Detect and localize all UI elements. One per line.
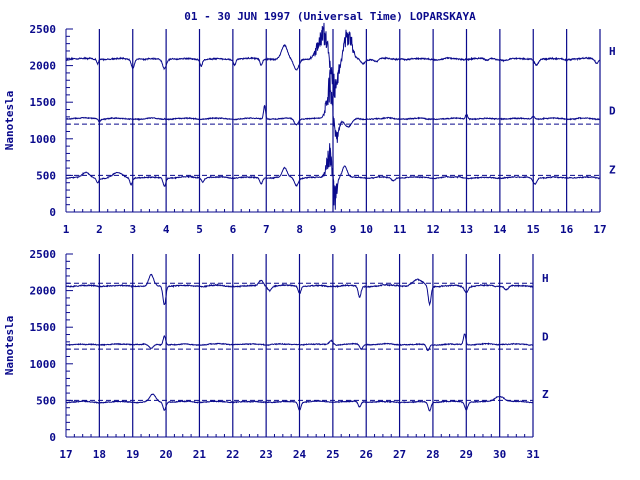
x-tick-label: 7 [263, 223, 270, 236]
y-tick-label: 1500 [30, 321, 57, 334]
x-tick-label: 21 [193, 448, 207, 461]
series-d-line [65, 333, 534, 352]
x-tick-label: 8 [296, 223, 303, 236]
x-tick-label: 24 [293, 448, 307, 461]
y-tick-label: 0 [49, 206, 56, 219]
x-tick-label: 25 [326, 448, 339, 461]
series-h-label: H [542, 272, 549, 285]
y-axis-label: Nanotesla [3, 316, 16, 376]
series-z-line [65, 143, 601, 210]
x-tick-label: 10 [360, 223, 373, 236]
series-d-label: D [609, 105, 616, 118]
x-tick-label: 19 [126, 448, 139, 461]
x-tick-label: 31 [526, 448, 540, 461]
y-axis-label: Nanotesla [3, 91, 16, 151]
x-tick-label: 18 [93, 448, 106, 461]
y-tick-label: 0 [49, 431, 56, 444]
x-tick-label: 9 [330, 223, 337, 236]
x-tick-label: 27 [393, 448, 406, 461]
x-tick-label: 4 [163, 223, 170, 236]
series-z-label: Z [609, 164, 616, 177]
series-h-label: H [609, 45, 616, 58]
x-tick-label: 14 [493, 223, 507, 236]
x-tick-label: 28 [426, 448, 439, 461]
x-tick-label: 3 [129, 223, 136, 236]
y-tick-label: 2500 [30, 23, 57, 36]
y-tick-label: 1000 [30, 133, 57, 146]
y-tick-label: 2500 [30, 248, 57, 261]
panel-2: 0 500 1000 1500 2000 2500 17 18 19 20 21 22 23 24 25 26… [3, 248, 549, 461]
x-tick-label: 5 [196, 223, 203, 236]
x-tick-label: 2 [96, 223, 103, 236]
x-tick-label: 17 [59, 448, 72, 461]
series-z-line [65, 393, 534, 412]
x-tick-label: 22 [226, 448, 239, 461]
x-tick-label: 26 [360, 448, 374, 461]
x-tick-label: 16 [560, 223, 574, 236]
y-tick-label: 1000 [30, 358, 57, 371]
y-tick-label: 2000 [30, 285, 57, 298]
chart-title: 01 - 30 JUN 1997 (Universal Time) LOPARS… [184, 10, 476, 23]
y-tick-label: 2000 [30, 60, 57, 73]
x-tick-label: 6 [230, 223, 237, 236]
x-tick-label: 30 [493, 448, 506, 461]
y-tick-label: 500 [36, 169, 56, 182]
y-tick-label: 1500 [30, 96, 57, 109]
series-d-line [66, 69, 601, 143]
x-tick-label: 1 [63, 223, 70, 236]
x-tick-label: 15 [527, 223, 540, 236]
y-tick-label: 500 [36, 394, 56, 407]
x-tick-label: 13 [460, 223, 473, 236]
series-d-label: D [542, 330, 549, 343]
series-z-label: Z [542, 388, 549, 401]
x-tick-label: 17 [593, 223, 606, 236]
x-tick-label: 29 [460, 448, 473, 461]
series-h-line [65, 273, 534, 307]
series-h-line [65, 22, 601, 98]
x-tick-label: 12 [427, 223, 440, 236]
x-tick-label: 11 [393, 223, 407, 236]
x-tick-label: 20 [159, 448, 172, 461]
x-tick-label: 23 [260, 448, 273, 461]
